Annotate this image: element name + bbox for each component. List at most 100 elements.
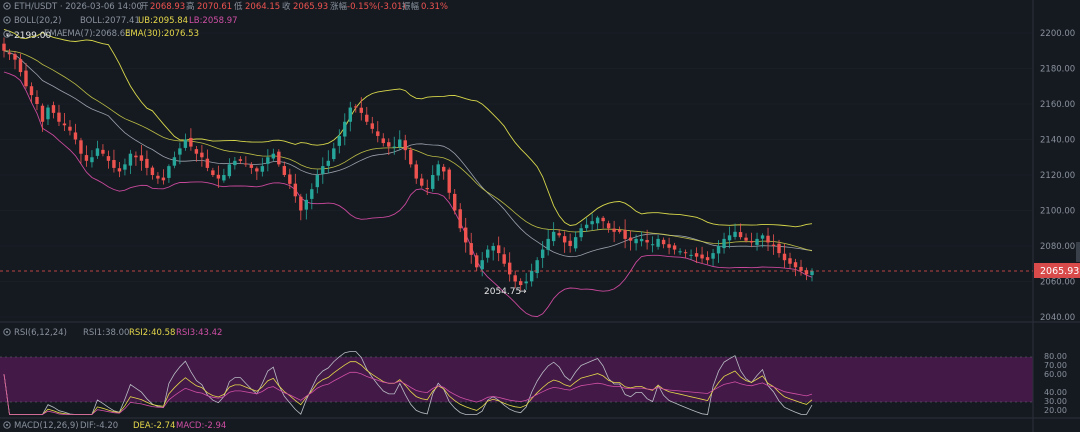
- candle-body: [282, 166, 287, 175]
- candle-body: [458, 209, 462, 229]
- candle-body: [486, 249, 490, 258]
- candle-body: [134, 155, 138, 158]
- current-price-tag: [1034, 263, 1080, 278]
- candle-body: [387, 142, 391, 147]
- price-tick-label: 2180.00: [1040, 65, 1075, 75]
- candle-body: [189, 137, 193, 147]
- candle-body: [617, 229, 622, 232]
- candle-body: [194, 149, 199, 154]
- candle-body: [584, 224, 589, 229]
- candle-body: [760, 235, 765, 239]
- candle-body: [579, 228, 583, 238]
- candle-body: [315, 175, 320, 188]
- candle-body: [562, 236, 567, 243]
- candle-body: [29, 86, 34, 96]
- rsi3-line: [3, 371, 813, 415]
- price-tick-label: 2100.00: [1040, 207, 1075, 217]
- candle-body: [101, 149, 105, 154]
- candle-body: [222, 175, 226, 181]
- candle-body: [216, 174, 221, 179]
- candle-body: [200, 152, 204, 158]
- axis-handle[interactable]: [1076, 242, 1080, 262]
- candle-body: [227, 164, 232, 177]
- candle-body: [793, 262, 798, 268]
- price-tick-label: 2040.00: [1040, 313, 1075, 323]
- candle-body: [722, 238, 726, 249]
- candle-body: [178, 148, 182, 155]
- candle-body: [167, 166, 171, 178]
- candle-body: [24, 70, 28, 87]
- candle-body: [606, 223, 611, 229]
- candle-body: [112, 160, 116, 168]
- candle-body: [645, 239, 649, 243]
- candle-body: [90, 157, 94, 163]
- rsi-tick-label: 70.00: [1044, 361, 1067, 370]
- candle-body: [425, 187, 429, 190]
- candle-body: [518, 281, 523, 286]
- candle-body: [95, 148, 100, 156]
- candle-body: [332, 148, 336, 160]
- candle-body: [40, 105, 45, 122]
- candle-body: [365, 114, 369, 122]
- candle-body: [255, 168, 259, 172]
- candle-body: [475, 255, 479, 268]
- candle-body: [755, 238, 759, 245]
- candle-body: [551, 231, 556, 242]
- candle-body: [117, 168, 122, 172]
- candle-body: [442, 166, 446, 172]
- rsi2-line: [3, 361, 813, 415]
- candle-body: [321, 166, 325, 174]
- candle-body: [376, 131, 380, 136]
- candle-body: [79, 140, 83, 154]
- candle-body: [727, 235, 732, 241]
- candle-body: [288, 174, 292, 184]
- price-tick-label: 2200.00: [1040, 29, 1075, 39]
- candle-body: [507, 262, 512, 275]
- candle-body: [326, 160, 330, 166]
- candle-body: [348, 107, 352, 122]
- candle-body: [639, 238, 644, 242]
- candle-body: [453, 193, 457, 211]
- price-tick-label: 2140.00: [1040, 136, 1075, 146]
- candle-body: [590, 221, 594, 225]
- candle-body: [469, 243, 473, 255]
- candle-body: [546, 238, 550, 250]
- candle-body: [540, 249, 545, 258]
- candle-body: [304, 199, 309, 210]
- boll-lower-line: [3, 71, 813, 318]
- candle-body: [145, 158, 149, 168]
- price-tick-label: 2160.00: [1040, 100, 1075, 110]
- candle-body: [392, 146, 396, 148]
- boll-upper-line: [3, 28, 813, 228]
- candle-body: [595, 217, 600, 224]
- candle-body: [491, 246, 495, 251]
- candle-body: [271, 153, 276, 159]
- candle-body: [601, 217, 605, 222]
- candle-body: [678, 251, 682, 253]
- high-marker-value: 2199.00: [14, 31, 51, 41]
- candle-body: [403, 140, 407, 151]
- candle-body: [464, 227, 468, 243]
- candle-body: [266, 157, 270, 164]
- candle-body: [293, 183, 298, 197]
- candle-body: [667, 244, 671, 248]
- candle-body: [128, 153, 133, 166]
- boll-mid-line: [3, 50, 813, 258]
- candle-body: [359, 107, 363, 113]
- candle-body: [777, 243, 781, 254]
- rsi-tick-label: 80.00: [1044, 352, 1067, 361]
- candle-body: [650, 244, 655, 246]
- rsi-tick-label: 40.00: [1044, 388, 1067, 397]
- price-tick-label: 2080.00: [1040, 242, 1075, 252]
- candle-body: [73, 132, 78, 140]
- candle-body: [398, 139, 402, 148]
- candle-body: [18, 59, 23, 73]
- candle-body: [683, 252, 688, 254]
- candle-body: [771, 244, 776, 246]
- candle-body: [480, 260, 484, 270]
- candle-body: [381, 138, 385, 144]
- candle-body: [513, 275, 517, 282]
- candle-body: [799, 266, 803, 271]
- candle-body: [156, 175, 160, 179]
